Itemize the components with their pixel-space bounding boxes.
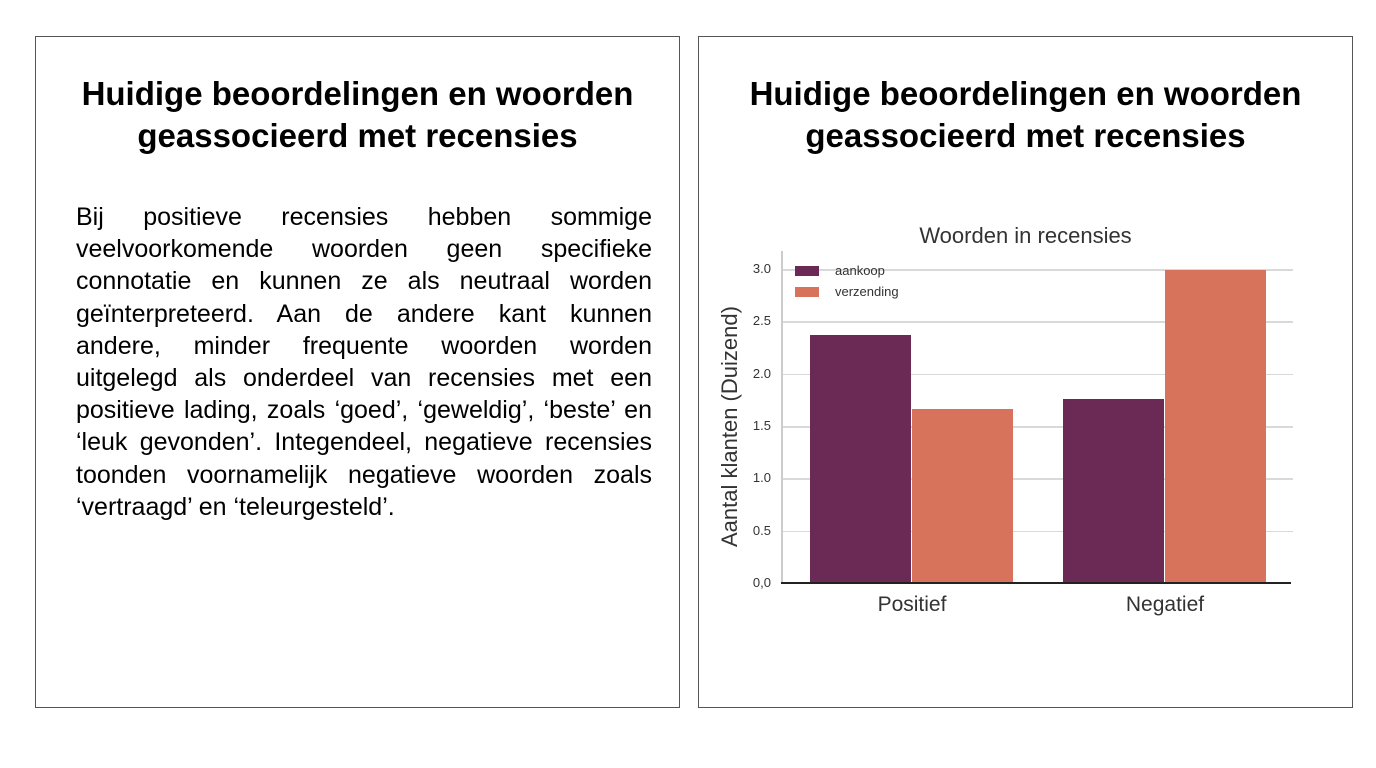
- gridline: [783, 269, 1293, 271]
- legend-swatch: [795, 265, 819, 276]
- y-axis-line: [781, 251, 783, 583]
- chart-panel: Huidige beoordelingen en woorden geassoc…: [698, 36, 1353, 708]
- text-panel: Huidige beoordelingen en woorden geassoc…: [35, 36, 680, 708]
- title-line-1: Huidige beoordelingen en woorden: [749, 75, 1302, 112]
- title-line-2: geassocieerd met recensies: [805, 117, 1246, 154]
- bar-aankoop-negatief: [1063, 398, 1164, 583]
- bar-aankoop-positief: [810, 334, 911, 583]
- x-tick-label: Negatief: [1125, 593, 1205, 616]
- legend-item-verzending: verzending: [795, 284, 899, 299]
- gridline: [783, 321, 1293, 323]
- legend-label: aankoop: [835, 263, 885, 278]
- title-line-1: Huidige beoordelingen en woorden: [81, 75, 634, 112]
- y-tick-label: 1.5: [752, 418, 771, 433]
- gridline: [783, 478, 1293, 480]
- bar-verzending-positief: [912, 409, 1013, 583]
- y-tick-label: 1.0: [752, 470, 771, 486]
- legend-item-aankoop: aankoop: [795, 263, 885, 278]
- panel-title: Huidige beoordelingen en woorden geassoc…: [36, 73, 679, 157]
- panel-title: Huidige beoordelingen en woorden geassoc…: [699, 73, 1352, 157]
- title-line-2: geassocieerd met recensies: [137, 117, 578, 154]
- y-tick-label: 0,0: [752, 575, 771, 590]
- body-paragraph: Bij positieve recensies hebben sommige v…: [76, 203, 652, 521]
- gridline: [783, 373, 1293, 376]
- gridline: [783, 530, 1293, 533]
- x-tick-label: Positief: [877, 593, 947, 616]
- bar-verzending-negatief: [1165, 270, 1266, 583]
- legend-label: verzending: [835, 284, 899, 299]
- y-tick-label: 0.5: [752, 522, 771, 538]
- x-axis-line: [781, 582, 1291, 584]
- gridline: [783, 426, 1293, 428]
- y-tick-label: 3.0: [752, 261, 771, 276]
- y-tick-label: 2.5: [752, 313, 771, 329]
- chart-title: Woorden in recensies: [919, 223, 1132, 248]
- legend-swatch: [795, 286, 819, 297]
- y-tick-label: 2.0: [752, 365, 771, 381]
